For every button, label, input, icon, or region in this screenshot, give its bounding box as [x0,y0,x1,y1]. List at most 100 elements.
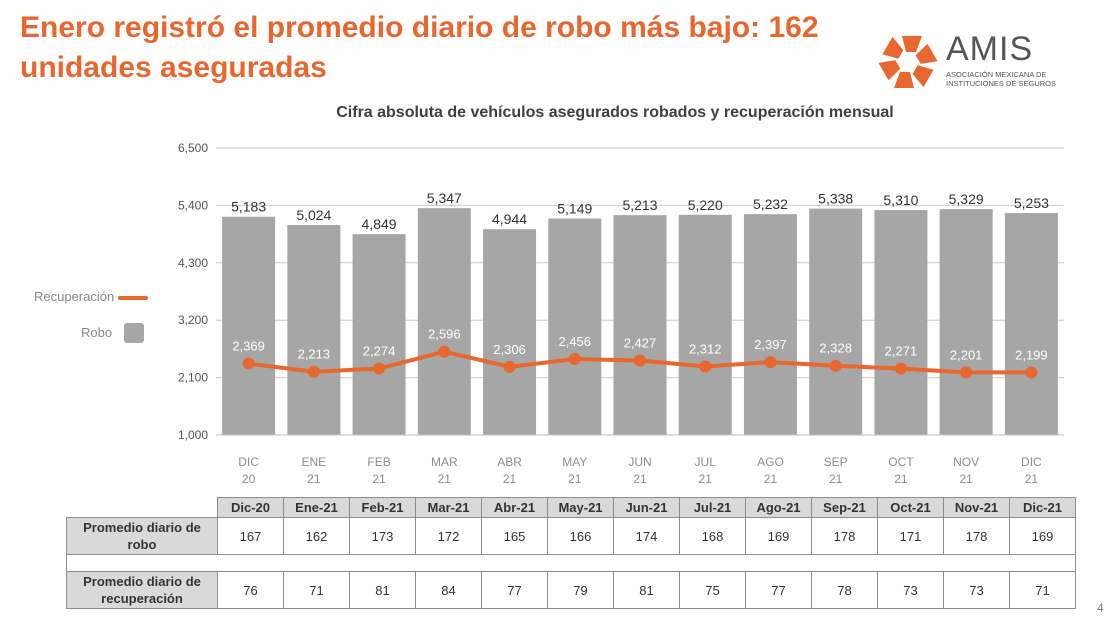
bar-robo [743,214,797,435]
line-point-recuperacion [373,362,386,375]
line-value-label: 2,199 [1015,347,1048,362]
bar-robo [678,214,732,435]
line-value-label: 2,306 [493,342,526,357]
x-tick-label: ABR [497,455,522,469]
x-tick-label: DIC [1021,455,1042,469]
x-tick-label-year: 21 [633,472,647,486]
chart-title: Cifra absoluta de vehículos asegurados r… [336,104,894,121]
table-cell: 77 [745,571,812,609]
table-cell: 162 [283,517,350,555]
table-corner [66,497,218,518]
table-month-header: Dic-20 [217,497,284,518]
y-tick-label: 6,500 [178,141,208,155]
table-row: Promedio diario de robo 167 162 173 172 165 166… [66,517,1076,555]
line-value-label: 2,312 [689,342,722,357]
line-point-recuperacion [960,366,973,379]
x-tick-label: MAY [562,455,587,469]
table-cell: 81 [613,571,680,609]
x-tick-label: JUL [695,455,717,469]
table-spacer [66,554,1076,572]
x-tick-label-year: 21 [372,472,386,486]
table-month-header: Ago-21 [745,497,812,518]
x-tick-label-year: 21 [1025,472,1039,486]
y-tick-label: 4,300 [178,256,208,270]
table-cell: 78 [811,571,878,609]
x-tick-label-year: 21 [438,472,452,486]
bar-value-label: 5,220 [688,197,723,213]
amis-logo: AMIS ASOCIACIÓN MEXICANA DE INSTITUCIONE… [876,30,1076,100]
bar-value-label: 4,849 [362,216,397,232]
line-point-recuperacion [503,360,516,373]
x-tick-label: JUN [628,455,651,469]
table-cell: 79 [547,571,614,609]
x-tick-label: AGO [757,455,784,469]
bar-value-label: 5,213 [622,197,657,213]
x-tick-label-year: 20 [242,472,256,486]
legend-swatch-recuperacion [118,296,148,300]
bar-robo [417,208,471,435]
bar-robo [1004,213,1058,435]
x-tick-label-year: 21 [894,472,908,486]
line-point-recuperacion [634,354,646,367]
table-month-header: Jul-21 [679,497,746,518]
x-tick-label: ENE [302,455,327,469]
table-row-label-line: Promedio diario de [83,574,201,589]
line-value-label: 2,369 [232,339,265,354]
table-cell: 81 [349,571,416,609]
table-month-header: Oct-21 [877,497,944,518]
table-spacer-row [66,554,1076,572]
legend-swatch-robo [124,323,144,343]
bar-robo [483,229,537,435]
table-row-label: Promedio diario de robo [66,517,218,555]
bar-value-label: 5,347 [427,190,462,206]
y-tick-label: 1,000 [178,428,208,442]
page-title: Enero registró el promedio diario de rob… [20,11,819,84]
table-cell: 167 [217,517,284,555]
bar-value-label: 5,183 [231,199,266,215]
x-tick-label: FEB [367,455,390,469]
table-month-header: Nov-21 [943,497,1010,518]
x-tick-label-year: 21 [959,472,973,486]
table-month-header: Abr-21 [481,497,548,518]
table-cell: 169 [1009,517,1076,555]
table-cell: 71 [283,571,350,609]
x-tick-label: SEP [824,455,848,469]
bar-robo [874,210,928,435]
chart: 1,000 2,100 3,200 4,300 5,400 6,500 5,183 DIC 20… [178,141,1064,486]
x-tick-label-year: 21 [307,472,321,486]
line-point-recuperacion [438,345,451,358]
table-cell: 172 [415,517,482,555]
table-month-header: Dic-21 [1009,497,1076,518]
table-row: Promedio diario de recuperación 76 71 81 84 77… [66,571,1076,609]
table-cell: 178 [811,517,878,555]
table-month-header: May-21 [547,497,614,518]
amis-logo-icon [878,36,938,88]
x-tick-label-year: 21 [568,472,582,486]
table-row-label-line: robo [127,537,157,552]
y-tick-label: 3,200 [178,313,208,327]
bar-value-label: 5,232 [753,196,788,212]
x-tick-label-year: 21 [699,472,713,486]
bar-robo [287,225,341,435]
table-cell: 168 [679,517,746,555]
bar-robo [548,218,602,435]
table-cell: 178 [943,517,1010,555]
table-header-row: Dic-20 Ene-21 Feb-21 Mar-21 Abr-21 May-21 Jun-… [66,497,1076,518]
line-value-label: 2,427 [624,336,657,351]
line-value-label: 2,397 [754,337,787,352]
line-value-label: 2,201 [950,347,983,362]
legend-label-recuperacion: Recuperación [34,289,115,304]
y-tick-label: 5,400 [178,198,208,212]
line-value-label: 2,213 [298,347,331,362]
table-cell: 71 [1009,571,1076,609]
page-number: 4 [1097,601,1104,615]
legend-label-robo: Robo [81,325,113,340]
table-cell: 76 [217,571,284,609]
data-table: Dic-20 Ene-21 Feb-21 Mar-21 Abr-21 May-21 Jun-… [66,497,1076,609]
table-month-header: Mar-21 [415,497,482,518]
bar-value-label: 4,944 [492,211,527,227]
table-cell: 165 [481,517,548,555]
x-tick-label-year: 21 [764,472,778,486]
logo-subtitle: ASOCIACIÓN MEXICANA DE INSTITUCIONES DE … [946,70,1057,88]
table-cell: 84 [415,571,482,609]
